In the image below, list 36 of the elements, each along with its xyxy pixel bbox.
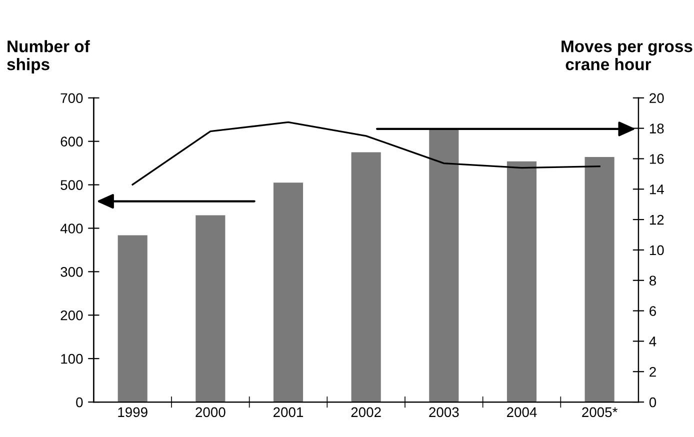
y-axis-title: Number of ships: [7, 40, 90, 74]
y2-tick-label: 10: [650, 245, 664, 256]
y-tick-label: 100: [61, 354, 83, 364]
y2-tick-label: 8: [650, 276, 656, 286]
x-tick-label: 2000: [196, 407, 226, 418]
bar: [584, 156, 614, 402]
bar: [351, 152, 381, 402]
y-tick-label: 600: [60, 136, 83, 147]
y2-tick-label: 20: [650, 93, 664, 104]
y2-tick-label: 6: [650, 306, 656, 316]
x-tick-label: 2004: [506, 407, 537, 418]
x-tick-label: 1999: [118, 407, 148, 418]
y-tick-label: 300: [60, 267, 83, 277]
y2-tick-label: 16: [650, 154, 664, 164]
y-tick-label: 400: [60, 224, 83, 234]
y-tick-label: 500: [60, 180, 83, 190]
line-series: [132, 121, 600, 186]
y2-tick-label: 14: [650, 184, 664, 194]
y2-axis-title: Moves per gross crane hour: [562, 40, 692, 70]
bar: [506, 161, 537, 402]
y2-tick-label: 4: [649, 336, 656, 346]
x-tick-label: 2005*: [582, 407, 618, 418]
bar: [273, 182, 304, 402]
y2-tick-label: 2: [650, 366, 656, 377]
x-tick-label: 2001: [274, 407, 304, 418]
y-tick-label: 700: [60, 93, 83, 104]
x-tick-label: 2003: [429, 407, 459, 418]
y2-tick-label: 18: [650, 124, 664, 134]
y2-tick-label: 0: [649, 397, 656, 408]
bar: [196, 215, 226, 402]
y2-tick-label: 12: [650, 214, 664, 225]
x-tick-label: 2002: [351, 407, 381, 418]
y-tick-label: 200: [60, 310, 83, 320]
bar: [118, 235, 148, 402]
bar: [429, 128, 459, 402]
y-tick-label: 0: [76, 397, 83, 408]
